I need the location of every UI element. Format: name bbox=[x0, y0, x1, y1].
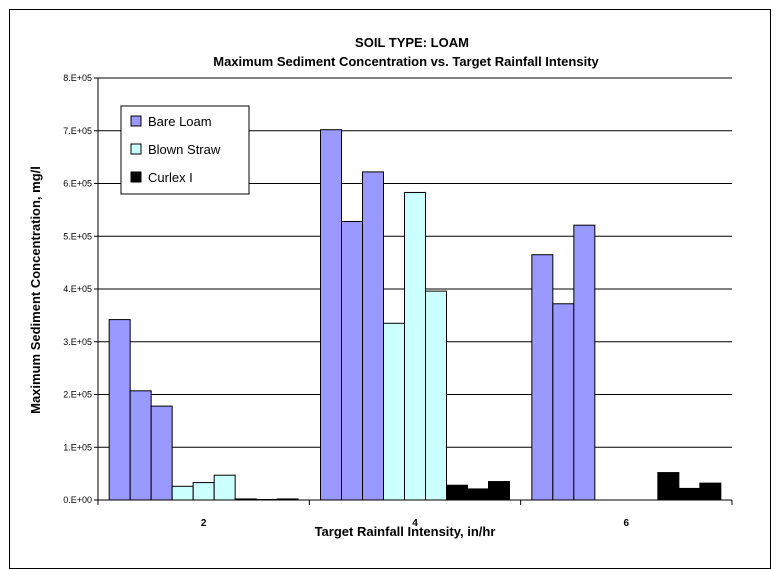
bar bbox=[341, 220, 363, 501]
bar bbox=[171, 485, 194, 501]
y-tick-label: 7.E+05 bbox=[63, 126, 92, 136]
y-tick-label: 4.E+05 bbox=[63, 284, 92, 294]
chart-title: SOIL TYPE: LOAM bbox=[355, 35, 469, 50]
bar bbox=[446, 484, 468, 501]
y-tick-label: 3.E+05 bbox=[63, 337, 92, 347]
bar bbox=[150, 405, 173, 501]
y-tick-label: 5.E+05 bbox=[63, 231, 92, 241]
bar bbox=[320, 129, 342, 501]
bar bbox=[552, 303, 575, 501]
legend-box bbox=[120, 105, 250, 195]
bar bbox=[678, 487, 701, 501]
chart: SOIL TYPE: LOAM Maximum Sediment Concent… bbox=[28, 35, 733, 539]
bar bbox=[573, 224, 596, 501]
axes: 0.E+00 1.E+05 2.E+05 3.E+05 4.E+05 5.E+05 6.E+… bbox=[63, 73, 733, 529]
bar bbox=[531, 254, 554, 501]
bar bbox=[425, 290, 447, 501]
legend-swatch bbox=[130, 115, 142, 127]
bars bbox=[108, 129, 722, 501]
x-tick-label: 2 bbox=[201, 518, 207, 529]
y-tick-label: 1.E+05 bbox=[63, 442, 92, 452]
legend-swatch bbox=[130, 171, 142, 183]
legend-label: Blown Straw bbox=[148, 142, 221, 157]
bar bbox=[362, 171, 384, 501]
y-tick-label: 8.E+05 bbox=[63, 73, 92, 83]
bar bbox=[213, 474, 236, 501]
bar bbox=[129, 390, 152, 501]
bar bbox=[467, 488, 489, 501]
bar bbox=[488, 481, 510, 501]
legend-label: Bare Loam bbox=[148, 114, 212, 129]
bar bbox=[699, 482, 722, 501]
bar bbox=[657, 472, 680, 501]
bar bbox=[404, 191, 426, 501]
y-tick-label: 6.E+05 bbox=[63, 179, 92, 189]
legend-label: Curlex I bbox=[148, 170, 193, 185]
chart-subtitle: Maximum Sediment Concentration vs. Targe… bbox=[213, 54, 599, 69]
y-tick-label: 0.E+00 bbox=[63, 495, 92, 505]
y-tick-label: 2.E+05 bbox=[63, 390, 92, 400]
x-tick-label: 4 bbox=[412, 518, 418, 529]
x-tick-label: 6 bbox=[624, 518, 630, 529]
x-axis-label: Target Rainfall Intensity, in/hr bbox=[315, 524, 496, 539]
legend-swatch bbox=[130, 143, 142, 155]
y-axis-label: Maximum Sediment Concentration, mg/l bbox=[28, 166, 43, 414]
legend: Bare Loam Blown Straw Curlex I bbox=[120, 105, 250, 195]
bar bbox=[108, 319, 131, 501]
bar bbox=[383, 322, 405, 501]
bar bbox=[192, 482, 215, 501]
